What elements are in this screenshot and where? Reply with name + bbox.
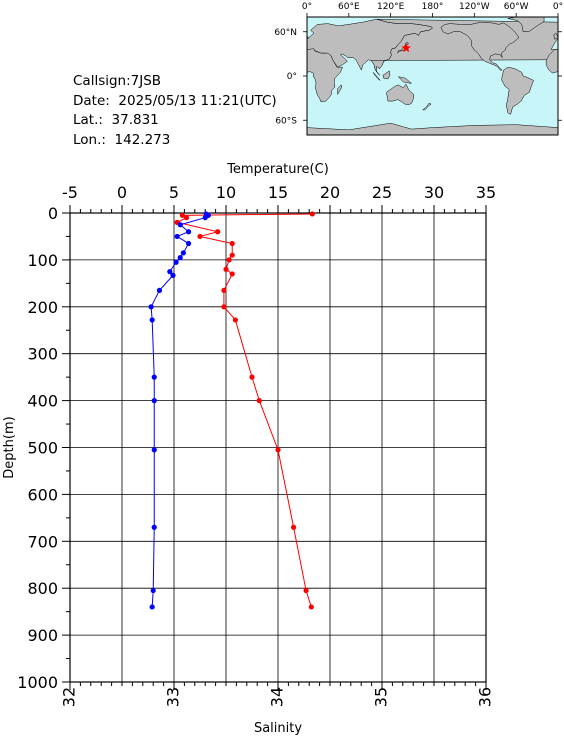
temperature-point (291, 524, 297, 530)
map-landmass-10 (397, 76, 413, 84)
temperature-tick-label: 30 (424, 183, 444, 202)
map-landmass-4 (501, 66, 534, 115)
depth-axis-title: Depth(m) (2, 416, 17, 478)
salinity-point (151, 447, 157, 453)
salinity-point (185, 240, 192, 247)
temperature-point (232, 317, 238, 323)
salinity-tick-label: 34 (268, 687, 287, 707)
temperature-profile-line (175, 213, 313, 608)
salinity-axis-title: Salinity (254, 721, 302, 736)
depth-tick-label: 300 (27, 345, 58, 364)
salinity-point (185, 229, 192, 235)
salinity-point (151, 524, 157, 530)
salinity-point (148, 304, 154, 310)
temperature-point (229, 240, 235, 247)
depth-tick-label: 0 (48, 204, 58, 223)
salinity-point (151, 374, 157, 380)
salinity-point (202, 215, 208, 221)
salinity-point (156, 287, 163, 293)
map-landmass-3 (440, 21, 520, 71)
salinity-point (174, 233, 180, 240)
salinity-point (177, 222, 183, 228)
longitude-text: Lon.: 142.273 (73, 131, 171, 148)
salinity-tick-label: 33 (164, 687, 183, 707)
map-landmass-9 (382, 70, 391, 80)
station-marker-icon (401, 43, 411, 53)
salinity-point (150, 587, 156, 594)
temperature-point (221, 304, 227, 310)
map-landmass-11b (553, 32, 559, 40)
salinity-point (149, 604, 155, 610)
station-info: Callsign:7JSB Date: 2025/05/13 11:21(UTC… (73, 72, 277, 150)
salinity-point (180, 250, 186, 256)
salinity-point (151, 398, 157, 404)
salinity-point (173, 259, 179, 265)
depth-tick-label: 700 (27, 532, 58, 551)
depth-tick-label: 1000 (17, 673, 58, 692)
temperature-point (309, 211, 315, 217)
temperature-point (183, 215, 190, 221)
temperature-point (249, 374, 255, 380)
salinity-point (149, 317, 155, 323)
temperature-tick-label: 25 (372, 183, 392, 202)
temperature-tick-label: 20 (320, 183, 340, 202)
temperature-point (179, 212, 185, 218)
map-lon-label: 60°W (504, 2, 529, 12)
salinity-point (167, 269, 173, 275)
temperature-point (221, 287, 227, 293)
depth-tick-label: 800 (27, 579, 58, 598)
depth-tick-label: 900 (27, 626, 58, 645)
map-landmass-8 (373, 72, 381, 81)
latitude-text: Lat.: 37.831 (73, 112, 159, 128)
temperature-tick-label: 15 (268, 183, 288, 202)
depth-tick-label: 400 (27, 392, 58, 411)
temperature-point (229, 271, 235, 277)
temperature-point (275, 447, 281, 453)
map-lat-label: 60°S (275, 116, 297, 126)
temperature-point (303, 587, 309, 594)
map-landmass-2 (386, 83, 414, 106)
date-text: Date: 2025/05/13 11:21(UTC) (73, 92, 277, 109)
map-lon-label: 60°E (338, 2, 360, 12)
salinity-tick-label: 36 (476, 687, 495, 707)
map-lat-label: 0° (287, 72, 297, 82)
salinity-tick-label: 32 (60, 687, 79, 707)
temperature-point (197, 233, 203, 240)
map-lon-label: 0° (553, 2, 563, 12)
temperature-tick-label: 10 (216, 183, 236, 202)
temperature-tick-label: 0 (117, 183, 127, 202)
temperature-point (229, 252, 235, 258)
salinity-point (170, 272, 176, 278)
depth-tick-label: 200 (27, 298, 58, 317)
salinity-point (177, 254, 183, 261)
temperature-tick-label: -5 (62, 183, 78, 202)
temperature-axis-title: Temperature(C) (226, 162, 329, 177)
map-landmass-13 (337, 84, 343, 96)
temperature-point (308, 604, 314, 610)
map-lon-label: 120°E (377, 2, 405, 12)
temperature-point (215, 229, 221, 235)
temperature-point (223, 266, 229, 272)
depth-tick-label: 100 (27, 251, 58, 270)
map-landmass-12 (422, 102, 432, 111)
temperature-tick-label: 35 (476, 183, 496, 202)
temperature-point (226, 257, 232, 263)
depth-tick-label: 500 (27, 439, 58, 458)
salinity-tick-label: 35 (372, 687, 391, 707)
map-lon-label: 120°W (459, 2, 490, 12)
map-landmass-1a (306, 48, 343, 103)
depth-tick-label: 600 (27, 485, 58, 504)
map-lat-label: 60°N (274, 28, 297, 38)
map-lon-label: 180° (422, 2, 444, 12)
salinity-profile-line (150, 213, 210, 607)
temperature-tick-label: 5 (169, 183, 179, 202)
callsign-text: Callsign:7JSB (73, 73, 162, 89)
temperature-point (256, 398, 262, 404)
map-lon-label: 0° (302, 2, 312, 12)
